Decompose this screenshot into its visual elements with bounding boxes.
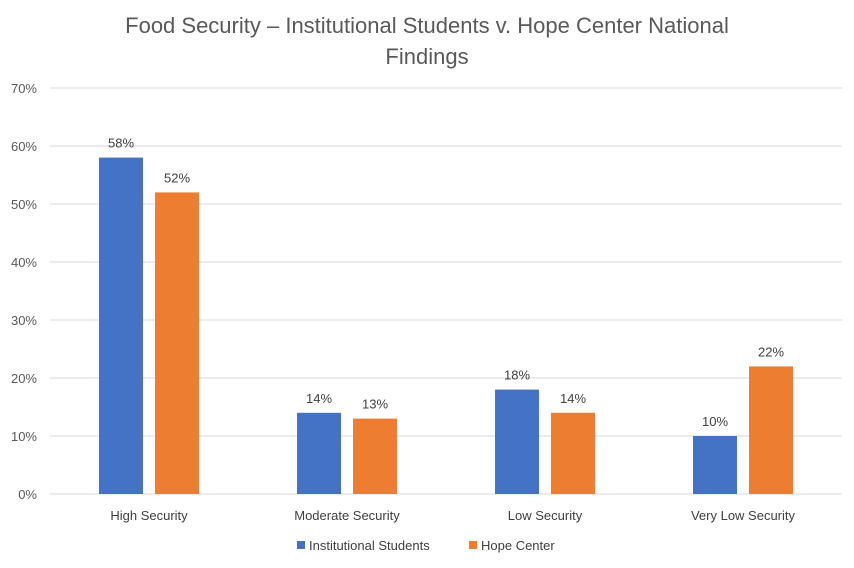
bar-hope-center: [749, 366, 793, 494]
y-tick-label: 0%: [18, 487, 37, 502]
data-labels: 58% 52% 14% 13% 18% 14% 10% 22%: [108, 136, 784, 429]
data-label: 13%: [362, 397, 388, 412]
data-label: 10%: [702, 414, 728, 429]
legend-swatch: [297, 541, 305, 549]
data-label: 18%: [504, 368, 530, 383]
bar-hope-center: [551, 412, 595, 494]
data-label: 14%: [560, 391, 586, 406]
y-tick-label: 50%: [11, 197, 37, 212]
x-axis-category-labels: High Security Moderate Security Low Securi…: [110, 508, 795, 523]
x-category-label: Very Low Security: [691, 508, 796, 523]
bar-institutional-students: [693, 436, 737, 494]
bar-hope-center: [155, 192, 199, 494]
chart-title-line-1: Food Security – Institutional Students v…: [125, 13, 729, 38]
x-category-label: Low Security: [508, 508, 583, 523]
data-label: 58%: [108, 136, 134, 151]
y-tick-label: 60%: [11, 139, 37, 154]
legend-swatch: [469, 541, 477, 549]
y-tick-label: 10%: [11, 429, 37, 444]
y-tick-label: 40%: [11, 255, 37, 270]
bars: [99, 157, 793, 494]
data-label: 22%: [758, 344, 784, 359]
y-tick-label: 70%: [11, 81, 37, 96]
legend-label: Institutional Students: [309, 538, 430, 553]
bar-institutional-students: [297, 412, 341, 494]
data-label: 14%: [306, 391, 332, 406]
bar-hope-center: [353, 418, 397, 494]
data-label: 52%: [164, 170, 190, 185]
legend-label: Hope Center: [481, 538, 555, 553]
bar-institutional-students: [495, 389, 539, 494]
bar-institutional-students: [99, 157, 143, 494]
x-category-label: High Security: [110, 508, 188, 523]
legend: Institutional Students Hope Center: [297, 538, 555, 553]
chart-title-line-2: Findings: [385, 44, 468, 69]
x-category-label: Moderate Security: [294, 508, 400, 523]
y-tick-label: 20%: [11, 371, 37, 386]
y-tick-label: 30%: [11, 313, 37, 328]
y-axis-tick-labels: 0% 10% 20% 30% 40% 50% 60% 70%: [11, 81, 37, 502]
